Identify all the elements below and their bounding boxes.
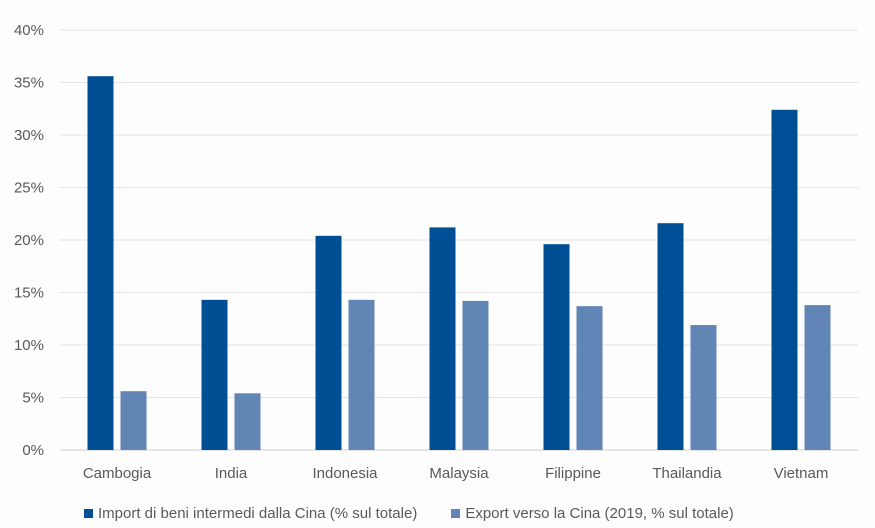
x-tick-label: India — [215, 465, 248, 482]
bar-export — [804, 305, 831, 450]
x-tick-label: Vietnam — [774, 465, 829, 482]
legend: Import di beni intermedi dalla Cina (% s… — [84, 505, 734, 522]
bar-export — [234, 393, 261, 450]
bar-export — [120, 391, 147, 450]
y-tick-label: 35% — [14, 75, 44, 92]
y-tick-label: 40% — [14, 22, 44, 39]
legend-label-import: Import di beni intermedi dalla Cina (% s… — [98, 505, 418, 522]
bar-import — [771, 109, 798, 451]
bar-chart: 0% 5% 10% 15% 20% 25% 30% 35% 40% Cambogia India In… — [14, 22, 858, 482]
bar-import — [87, 76, 114, 450]
y-tick-label: 5% — [22, 390, 44, 407]
bar-export — [348, 299, 375, 450]
legend-swatch-export — [451, 509, 461, 518]
legend-item-export: Export verso la Cina (2019, % sul totale… — [451, 505, 734, 522]
y-tick-label: 25% — [14, 180, 44, 197]
x-tick-label: Cambogia — [83, 465, 152, 482]
bar-import — [657, 223, 684, 450]
y-tick-label: 30% — [14, 127, 44, 144]
y-tick-label: 20% — [14, 232, 44, 249]
bar-import — [543, 244, 570, 450]
bar-export — [462, 300, 489, 450]
x-tick-label: Malaysia — [429, 465, 489, 482]
legend-item-import: Import di beni intermedi dalla Cina (% s… — [84, 505, 417, 522]
bar-export — [576, 306, 603, 450]
legend-swatch-import — [84, 509, 93, 518]
x-tick-label: Thailandia — [652, 465, 722, 482]
bar-import — [201, 299, 228, 450]
legend-label-export: Export verso la Cina (2019, % sul totale… — [465, 505, 734, 522]
x-tick-label: Indonesia — [312, 465, 378, 482]
bar-export — [690, 325, 717, 450]
y-tick-label: 15% — [14, 285, 44, 302]
bar-import — [429, 227, 456, 450]
x-tick-label: Filippine — [545, 465, 601, 482]
y-tick-label: 10% — [14, 337, 44, 354]
bar-import — [315, 235, 342, 450]
y-tick-label: 0% — [22, 442, 44, 459]
